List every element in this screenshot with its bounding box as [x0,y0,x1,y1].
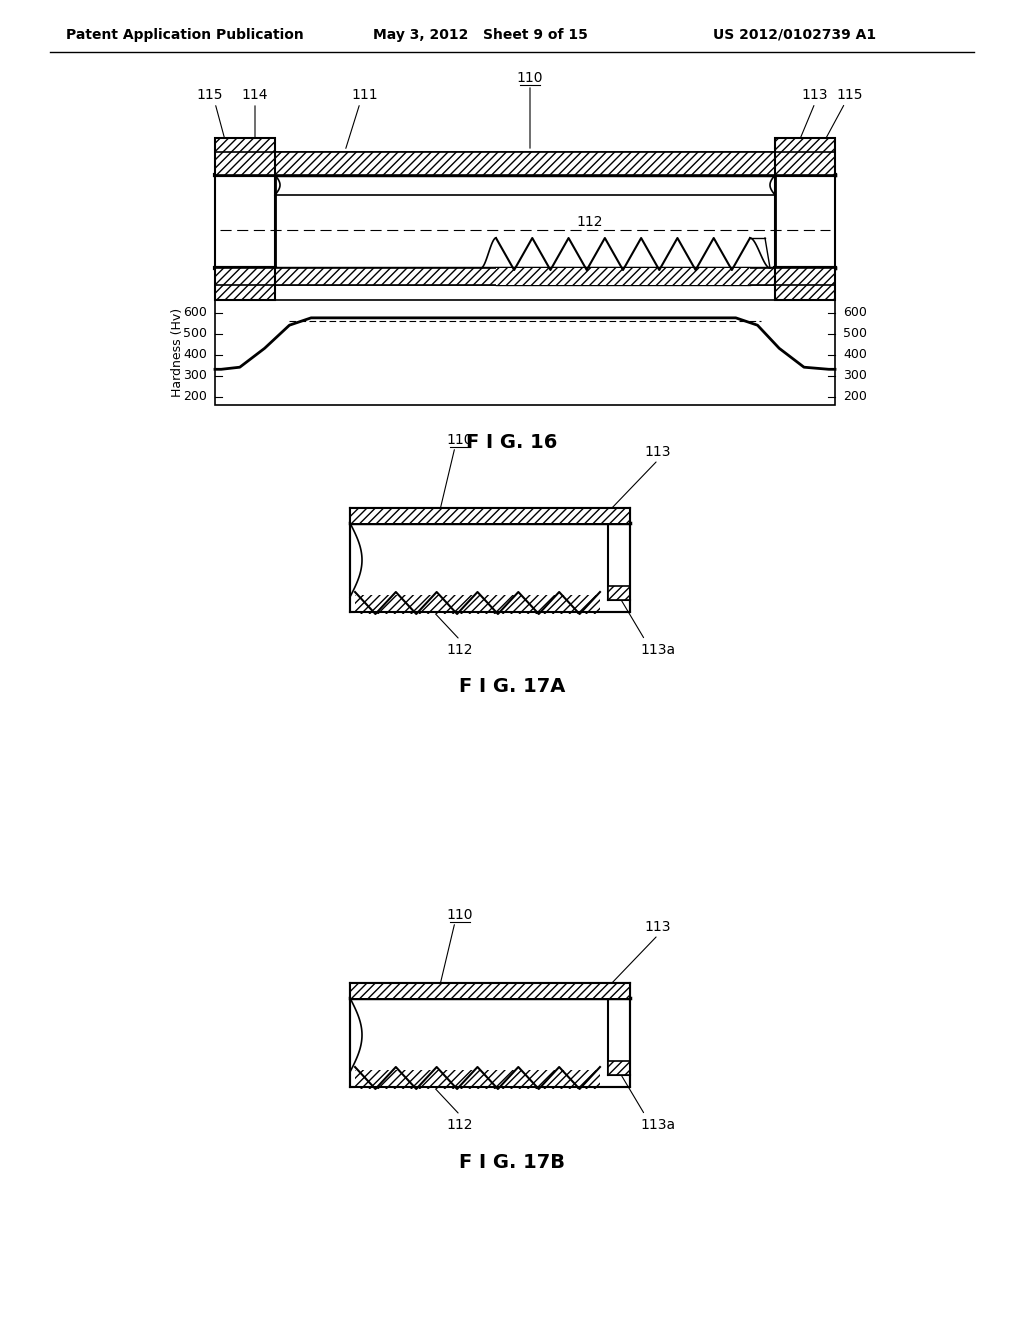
Bar [608,1061,630,1074]
Bar [350,508,630,523]
Text: 113: 113 [645,445,672,459]
Text: 110: 110 [446,908,473,921]
Text: 400: 400 [183,348,207,362]
Text: 300: 300 [183,370,207,381]
Bar [355,595,600,614]
Text: 110: 110 [517,71,544,84]
Bar [215,268,275,300]
Text: 112: 112 [577,215,603,228]
Bar [608,586,630,601]
Bar [215,139,275,300]
Bar [496,268,750,285]
Text: 111: 111 [351,88,378,102]
Bar [355,595,600,614]
Text: 300: 300 [843,370,867,381]
Bar [775,268,835,300]
Text: F I G. 17A: F I G. 17A [459,677,565,697]
Text: 110: 110 [446,433,473,447]
Bar [215,152,835,176]
Bar [608,1061,630,1074]
Bar [215,268,835,285]
Bar [775,139,835,176]
Bar [355,1071,600,1089]
Bar [355,1071,600,1089]
Text: F I G. 16: F I G. 16 [466,433,558,453]
Bar [215,268,835,285]
Bar [350,508,630,612]
Text: 113: 113 [645,920,672,935]
Text: 600: 600 [183,306,207,319]
Text: 200: 200 [843,391,867,403]
Bar [350,983,630,998]
Bar [775,268,835,300]
Bar [608,586,630,601]
Bar [215,300,835,405]
Bar [608,1061,630,1074]
Bar [775,139,835,176]
Text: 115: 115 [197,88,223,102]
Bar [350,983,630,1086]
Bar [215,268,835,285]
Bar [350,983,630,1086]
Text: 113a: 113a [640,1118,676,1133]
Bar [350,508,630,612]
Text: 500: 500 [183,327,207,341]
Text: 500: 500 [843,327,867,341]
Bar [215,139,275,300]
Bar [496,268,750,285]
Text: 112: 112 [446,1118,473,1133]
Text: 114: 114 [242,88,268,102]
Text: 400: 400 [843,348,867,362]
Text: 115: 115 [837,88,863,102]
Text: 600: 600 [843,306,867,319]
Text: US 2012/0102739 A1: US 2012/0102739 A1 [714,28,877,42]
Bar [215,268,275,300]
Bar [350,508,630,523]
Bar [608,586,630,601]
Text: 113a: 113a [640,643,676,657]
Text: Patent Application Publication: Patent Application Publication [67,28,304,42]
Text: 112: 112 [446,643,473,657]
Text: F I G. 17B: F I G. 17B [459,1152,565,1172]
Bar [215,139,275,176]
Text: Hardness (Hv): Hardness (Hv) [171,308,183,397]
Bar [775,139,835,300]
Bar [775,139,835,300]
Bar [215,152,835,176]
Text: 200: 200 [183,391,207,403]
Text: May 3, 2012   Sheet 9 of 15: May 3, 2012 Sheet 9 of 15 [373,28,588,42]
Bar [350,983,630,998]
Bar [215,139,275,176]
Bar [215,152,835,176]
Text: 113: 113 [802,88,828,102]
